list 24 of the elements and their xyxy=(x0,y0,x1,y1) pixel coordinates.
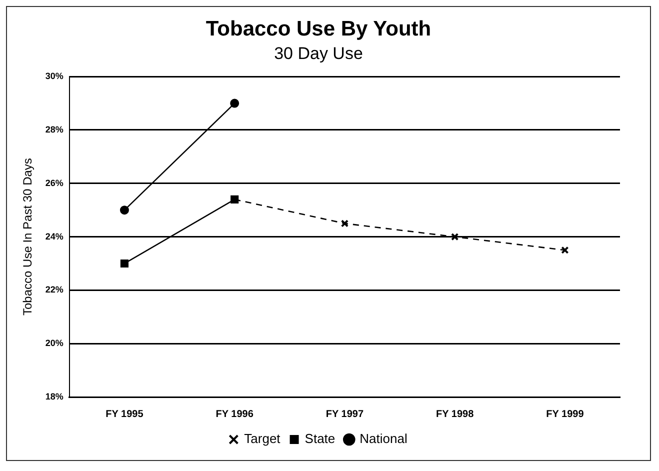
y-tick-label: 22% xyxy=(45,284,64,295)
y-tick-label: 26% xyxy=(45,178,64,188)
y-tick-label: 24% xyxy=(45,231,64,242)
point xyxy=(450,232,459,241)
point xyxy=(230,98,240,108)
chart-subtitle: 30 Day Use xyxy=(274,44,363,64)
point xyxy=(120,206,129,215)
chart-title: Tobacco Use By Youth xyxy=(206,17,432,40)
y-tick-label: 20% xyxy=(45,338,64,348)
point xyxy=(340,220,349,228)
legend-label: State xyxy=(304,431,336,446)
x-tick-label: FY 1999 xyxy=(546,408,584,420)
y-axis-title: Tobacco Use In Past 30 Days xyxy=(20,158,35,316)
legend-label: Target xyxy=(244,431,281,446)
point xyxy=(120,259,129,268)
y-tick-label: 18% xyxy=(45,391,64,402)
x-tick-label: FY 1996 xyxy=(216,408,254,420)
legend-label: National xyxy=(360,431,408,446)
y-tick-label: 30% xyxy=(45,71,64,82)
point xyxy=(561,246,569,254)
y-tick-label: 28% xyxy=(45,124,64,134)
x-tick-label: FY 1998 xyxy=(436,408,474,420)
x-tick-label: FY 1997 xyxy=(326,408,364,420)
x-tick-label: FY 1995 xyxy=(106,408,144,420)
